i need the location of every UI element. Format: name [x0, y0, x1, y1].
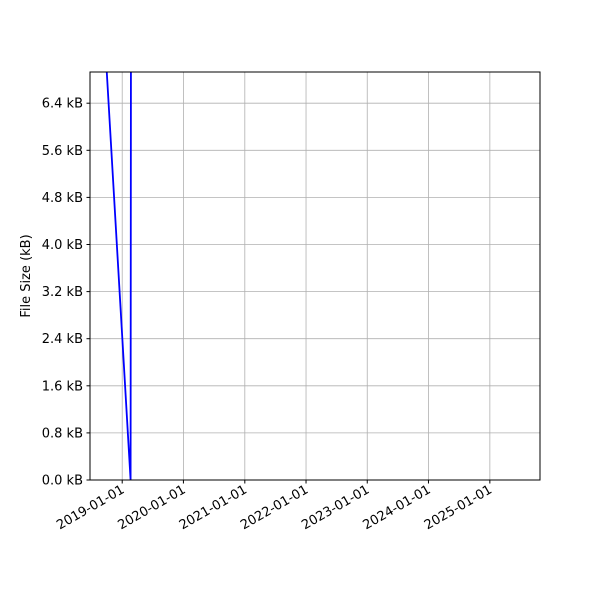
x-tick-label: 2021-01-01	[177, 482, 250, 533]
y-tick-label: 3.2 kB	[42, 285, 83, 300]
series	[105, 71, 132, 481]
x-tick-label: 2023-01-01	[299, 482, 372, 533]
x-tick-label: 2019-01-01	[54, 482, 127, 533]
y-tick-label: 5.6 kB	[42, 144, 83, 159]
y-tick-label: 1.6 kB	[42, 379, 83, 394]
y-tick-label: 0.8 kB	[42, 426, 83, 441]
plot-frame	[89, 71, 541, 481]
x-tick-label: 2024-01-01	[361, 482, 434, 533]
y-tick-label: 4.8 kB	[42, 191, 83, 206]
y-tick-label: 2.4 kB	[42, 332, 83, 347]
y-axis-label: File Size (kB)	[19, 234, 34, 317]
series-line	[105, 71, 132, 481]
x-tick-label: 2022-01-01	[238, 482, 311, 533]
x-tick-label: 2020-01-01	[115, 482, 188, 533]
y-tick-label: 0.0 kB	[42, 474, 83, 489]
grid	[90, 72, 540, 481]
y-tick-label: 4.0 kB	[42, 238, 83, 253]
x-tick-label: 2025-01-01	[422, 482, 495, 533]
y-tick-label: 6.4 kB	[42, 97, 83, 112]
ticks: 0.0 kB 0.8 kB 1.6 kB 2.4 kB 3.2 kB 4.0 kB 4.8 …	[42, 97, 495, 534]
